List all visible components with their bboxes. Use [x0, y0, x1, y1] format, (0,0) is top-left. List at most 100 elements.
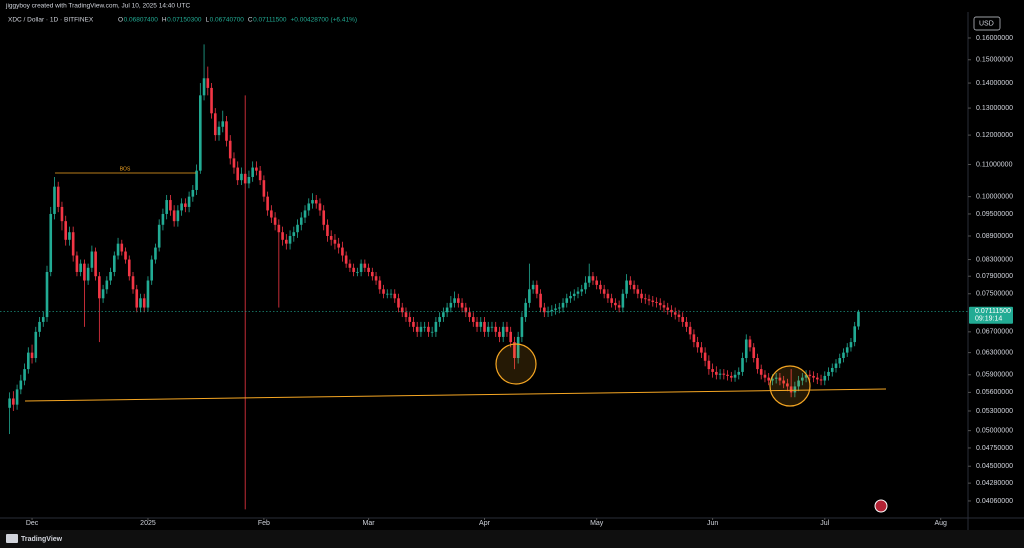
candle-body: [606, 293, 610, 299]
candle-body: [348, 263, 352, 268]
candle-body: [356, 271, 359, 273]
y-tick-label: 0.06300000: [976, 349, 1013, 356]
y-tick-label: 0.08300000: [976, 256, 1013, 263]
candle-body: [711, 369, 714, 372]
candle-body: [778, 377, 782, 381]
candle-body: [726, 374, 729, 376]
y-tick-label: 0.10000000: [976, 193, 1013, 200]
candle-body: [154, 247, 157, 260]
candle-body: [449, 302, 453, 308]
plot: [0, 44, 968, 510]
candle-body: [427, 326, 430, 332]
candle-body: [359, 263, 363, 272]
candle-body: [543, 307, 546, 313]
candle-body: [853, 326, 857, 343]
ohlc-key: C: [248, 17, 253, 24]
candle-body: [270, 210, 273, 218]
candle-body: [374, 276, 378, 281]
candle-body: [142, 298, 146, 308]
candle-body: [60, 206, 64, 222]
currency-box[interactable]: [973, 16, 1001, 31]
y-tick-label: 0.05000000: [976, 427, 1013, 434]
candle-body: [490, 326, 494, 328]
candle-body: [165, 200, 168, 214]
ohlc-value: 0.07150300: [167, 17, 202, 24]
candle-body: [318, 203, 322, 211]
candle-body: [857, 311, 860, 327]
candle-body: [393, 293, 397, 299]
candle-body: [830, 367, 834, 372]
x-tick-label: Jun: [707, 520, 718, 527]
y-tick-label: 0.04500000: [976, 463, 1013, 470]
candle-body: [599, 284, 602, 290]
candle-body: [729, 375, 733, 378]
y-tick-label: 0.06700000: [976, 329, 1013, 336]
currency[interactable]: USD: [979, 20, 994, 27]
candle-body: [326, 224, 329, 236]
candle-body: [251, 167, 254, 177]
candle-body: [292, 232, 296, 236]
candle-body: [789, 386, 793, 393]
candle-body: [681, 317, 684, 322]
candle-body: [643, 298, 647, 300]
candle-body: [139, 298, 142, 308]
y-tick-label: 0.16000000: [976, 35, 1013, 42]
candle-body: [629, 280, 632, 285]
event-flag[interactable]: [874, 499, 888, 513]
candle-body: [184, 203, 187, 207]
candle-body: [217, 126, 221, 136]
candle-body: [557, 307, 561, 309]
candle-body: [266, 196, 269, 211]
candle-body: [453, 298, 456, 303]
candle-body: [41, 317, 45, 322]
candle-body: [752, 347, 756, 359]
candle-body: [213, 113, 217, 136]
candle-body: [180, 203, 183, 211]
candle-body: [236, 167, 240, 181]
candle-body: [438, 317, 441, 322]
candle-body: [19, 380, 23, 390]
candle-body: [602, 289, 606, 294]
candle-body: [199, 95, 202, 171]
candle-body: [505, 326, 509, 332]
candle-body: [314, 200, 318, 204]
candle-body: [363, 263, 367, 268]
y-tick-label: 0.04060000: [976, 498, 1013, 505]
candle-body: [827, 371, 830, 376]
footer-bar: [0, 530, 1024, 548]
candle-body: [430, 331, 434, 333]
candle-body: [554, 308, 557, 310]
candle-body: [344, 255, 348, 264]
candle-body: [580, 289, 584, 292]
y-tick-label: 0.14000000: [976, 80, 1013, 87]
candle-body: [584, 282, 587, 290]
candle-body: [457, 298, 460, 303]
candle-body: [797, 380, 800, 387]
candle-body: [191, 189, 195, 197]
candle-body: [90, 251, 94, 268]
candle-body: [460, 302, 464, 308]
candle-body: [486, 326, 490, 332]
candle-body: [311, 200, 314, 204]
candle-body: [64, 221, 68, 240]
candle-body: [823, 375, 827, 381]
y-tick-label: 0.07500000: [976, 291, 1013, 298]
candle-body: [636, 289, 640, 294]
ohlc-value: 0.06740700: [210, 17, 245, 24]
candle-body: [692, 334, 696, 343]
candle-body: [105, 280, 109, 290]
candle-body: [528, 289, 531, 303]
candle-body: [741, 358, 744, 372]
candle-body: [221, 121, 225, 127]
brand: TradingView: [21, 536, 63, 543]
candle-body: [281, 232, 284, 240]
candle-body: [479, 321, 483, 327]
candle-body: [703, 352, 707, 361]
candle-body: [748, 339, 752, 348]
candle-body: [71, 232, 75, 256]
x-tick-label: Mar: [363, 520, 376, 527]
candle-body: [161, 213, 165, 225]
highlight-circle: [495, 343, 537, 385]
candle-body: [329, 235, 333, 240]
x-tick-label: Apr: [479, 520, 491, 527]
